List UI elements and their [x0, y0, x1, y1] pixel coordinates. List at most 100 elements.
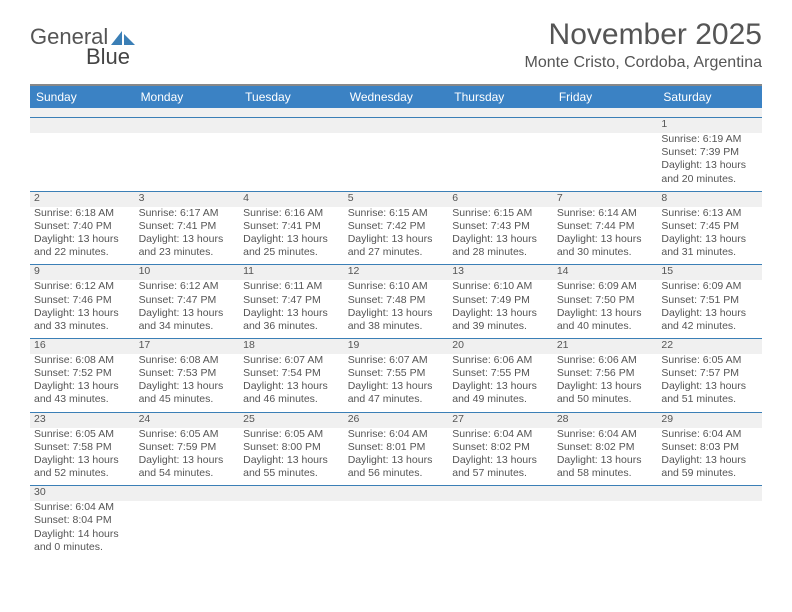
sunrise-text: Sunrise: 6:04 AM — [452, 428, 549, 441]
sunrise-text: Sunrise: 6:15 AM — [452, 207, 549, 220]
daylight-text: Daylight: 13 hours and 31 minutes. — [661, 233, 758, 259]
day-cell: Sunrise: 6:04 AMSunset: 8:03 PMDaylight:… — [657, 428, 762, 486]
day-header: Tuesday — [239, 86, 344, 108]
daylight-text: Daylight: 13 hours and 42 minutes. — [661, 307, 758, 333]
day-cell: Sunrise: 6:12 AMSunset: 7:47 PMDaylight:… — [135, 280, 240, 338]
sunset-text: Sunset: 7:58 PM — [34, 441, 131, 454]
day-number: 24 — [135, 412, 240, 428]
sunrise-text: Sunrise: 6:04 AM — [661, 428, 758, 441]
daylight-text: Daylight: 13 hours and 20 minutes. — [661, 159, 758, 185]
sunset-text: Sunset: 7:49 PM — [452, 294, 549, 307]
day-number: 6 — [448, 191, 553, 207]
day-number: 17 — [135, 338, 240, 354]
sunset-text: Sunset: 7:43 PM — [452, 220, 549, 233]
sunrise-text: Sunrise: 6:15 AM — [348, 207, 445, 220]
sunrise-text: Sunrise: 6:17 AM — [139, 207, 236, 220]
sunrise-text: Sunrise: 6:08 AM — [139, 354, 236, 367]
day-cell: Sunrise: 6:04 AMSunset: 8:02 PMDaylight:… — [553, 428, 658, 486]
day-header-row: Sunday Monday Tuesday Wednesday Thursday… — [30, 86, 762, 108]
sunset-text: Sunset: 7:54 PM — [243, 367, 340, 380]
day-cell: Sunrise: 6:05 AMSunset: 7:59 PMDaylight:… — [135, 428, 240, 486]
sunset-text: Sunset: 7:46 PM — [34, 294, 131, 307]
sunrise-text: Sunrise: 6:06 AM — [557, 354, 654, 367]
sunrise-text: Sunrise: 6:08 AM — [34, 354, 131, 367]
day-header: Wednesday — [344, 86, 449, 108]
sunset-text: Sunset: 7:56 PM — [557, 367, 654, 380]
day-cell: Sunrise: 6:05 AMSunset: 7:57 PMDaylight:… — [657, 354, 762, 412]
sunrise-text: Sunrise: 6:11 AM — [243, 280, 340, 293]
sunset-text: Sunset: 8:04 PM — [34, 514, 131, 527]
daylight-text: Daylight: 13 hours and 27 minutes. — [348, 233, 445, 259]
daylight-text: Daylight: 13 hours and 40 minutes. — [557, 307, 654, 333]
sunset-text: Sunset: 7:40 PM — [34, 220, 131, 233]
day-number: 21 — [553, 338, 658, 354]
daylight-text: Daylight: 13 hours and 51 minutes. — [661, 380, 758, 406]
sunrise-text: Sunrise: 6:06 AM — [452, 354, 549, 367]
sunset-text: Sunset: 7:48 PM — [348, 294, 445, 307]
sunrise-text: Sunrise: 6:07 AM — [348, 354, 445, 367]
sunrise-text: Sunrise: 6:13 AM — [661, 207, 758, 220]
day-number: 19 — [344, 338, 449, 354]
day-cell: Sunrise: 6:04 AMSunset: 8:01 PMDaylight:… — [344, 428, 449, 486]
title-block: November 2025 Monte Cristo, Cordoba, Arg… — [525, 18, 762, 72]
daylight-text: Daylight: 13 hours and 33 minutes. — [34, 307, 131, 333]
day-cell: Sunrise: 6:11 AMSunset: 7:47 PMDaylight:… — [239, 280, 344, 338]
day-cell: Sunrise: 6:14 AMSunset: 7:44 PMDaylight:… — [553, 207, 658, 265]
day-cell: Sunrise: 6:04 AMSunset: 8:02 PMDaylight:… — [448, 428, 553, 486]
sunset-text: Sunset: 7:53 PM — [139, 367, 236, 380]
daylight-text: Daylight: 13 hours and 49 minutes. — [452, 380, 549, 406]
day-header: Thursday — [448, 86, 553, 108]
sunset-text: Sunset: 7:42 PM — [348, 220, 445, 233]
day-number: 27 — [448, 412, 553, 428]
day-cell: Sunrise: 6:06 AMSunset: 7:55 PMDaylight:… — [448, 354, 553, 412]
sunrise-text: Sunrise: 6:05 AM — [661, 354, 758, 367]
day-number: 8 — [657, 191, 762, 207]
daylight-text: Daylight: 13 hours and 36 minutes. — [243, 307, 340, 333]
day-number: 29 — [657, 412, 762, 428]
daylight-text: Daylight: 13 hours and 28 minutes. — [452, 233, 549, 259]
daylight-text: Daylight: 13 hours and 39 minutes. — [452, 307, 549, 333]
daylight-text: Daylight: 13 hours and 55 minutes. — [243, 454, 340, 480]
day-number: 30 — [30, 486, 135, 502]
daylight-text: Daylight: 13 hours and 58 minutes. — [557, 454, 654, 480]
day-number: 4 — [239, 191, 344, 207]
calendar: Sunday Monday Tuesday Wednesday Thursday… — [30, 84, 762, 559]
sunrise-text: Sunrise: 6:12 AM — [34, 280, 131, 293]
day-header: Monday — [135, 86, 240, 108]
day-cell: Sunrise: 6:17 AMSunset: 7:41 PMDaylight:… — [135, 207, 240, 265]
sunset-text: Sunset: 8:03 PM — [661, 441, 758, 454]
sunset-text: Sunset: 8:02 PM — [557, 441, 654, 454]
sunset-text: Sunset: 8:00 PM — [243, 441, 340, 454]
sunset-text: Sunset: 7:41 PM — [243, 220, 340, 233]
day-number: 16 — [30, 338, 135, 354]
day-cell: Sunrise: 6:06 AMSunset: 7:56 PMDaylight:… — [553, 354, 658, 412]
day-number: 2 — [30, 191, 135, 207]
day-header: Sunday — [30, 86, 135, 108]
sunset-text: Sunset: 7:44 PM — [557, 220, 654, 233]
daylight-text: Daylight: 13 hours and 52 minutes. — [34, 454, 131, 480]
day-number: 7 — [553, 191, 658, 207]
daylight-text: Daylight: 14 hours and 0 minutes. — [34, 528, 131, 554]
day-number: 23 — [30, 412, 135, 428]
day-number: 3 — [135, 191, 240, 207]
sunset-text: Sunset: 7:55 PM — [452, 367, 549, 380]
day-cell: Sunrise: 6:15 AMSunset: 7:42 PMDaylight:… — [344, 207, 449, 265]
sunrise-text: Sunrise: 6:19 AM — [661, 133, 758, 146]
day-cell: Sunrise: 6:19 AMSunset: 7:39 PMDaylight:… — [657, 133, 762, 191]
sunrise-text: Sunrise: 6:07 AM — [243, 354, 340, 367]
day-cell: Sunrise: 6:08 AMSunset: 7:52 PMDaylight:… — [30, 354, 135, 412]
day-header: Saturday — [657, 86, 762, 108]
page-title: November 2025 — [525, 18, 762, 52]
daylight-text: Daylight: 13 hours and 54 minutes. — [139, 454, 236, 480]
sunset-text: Sunset: 7:41 PM — [139, 220, 236, 233]
spacer-row — [30, 108, 762, 118]
daylight-text: Daylight: 13 hours and 57 minutes. — [452, 454, 549, 480]
day-number: 5 — [344, 191, 449, 207]
daylight-text: Daylight: 13 hours and 25 minutes. — [243, 233, 340, 259]
sunrise-text: Sunrise: 6:04 AM — [557, 428, 654, 441]
day-cell: Sunrise: 6:07 AMSunset: 7:54 PMDaylight:… — [239, 354, 344, 412]
day-number: 18 — [239, 338, 344, 354]
day-number: 26 — [344, 412, 449, 428]
daylight-text: Daylight: 13 hours and 56 minutes. — [348, 454, 445, 480]
day-cell: Sunrise: 6:07 AMSunset: 7:55 PMDaylight:… — [344, 354, 449, 412]
